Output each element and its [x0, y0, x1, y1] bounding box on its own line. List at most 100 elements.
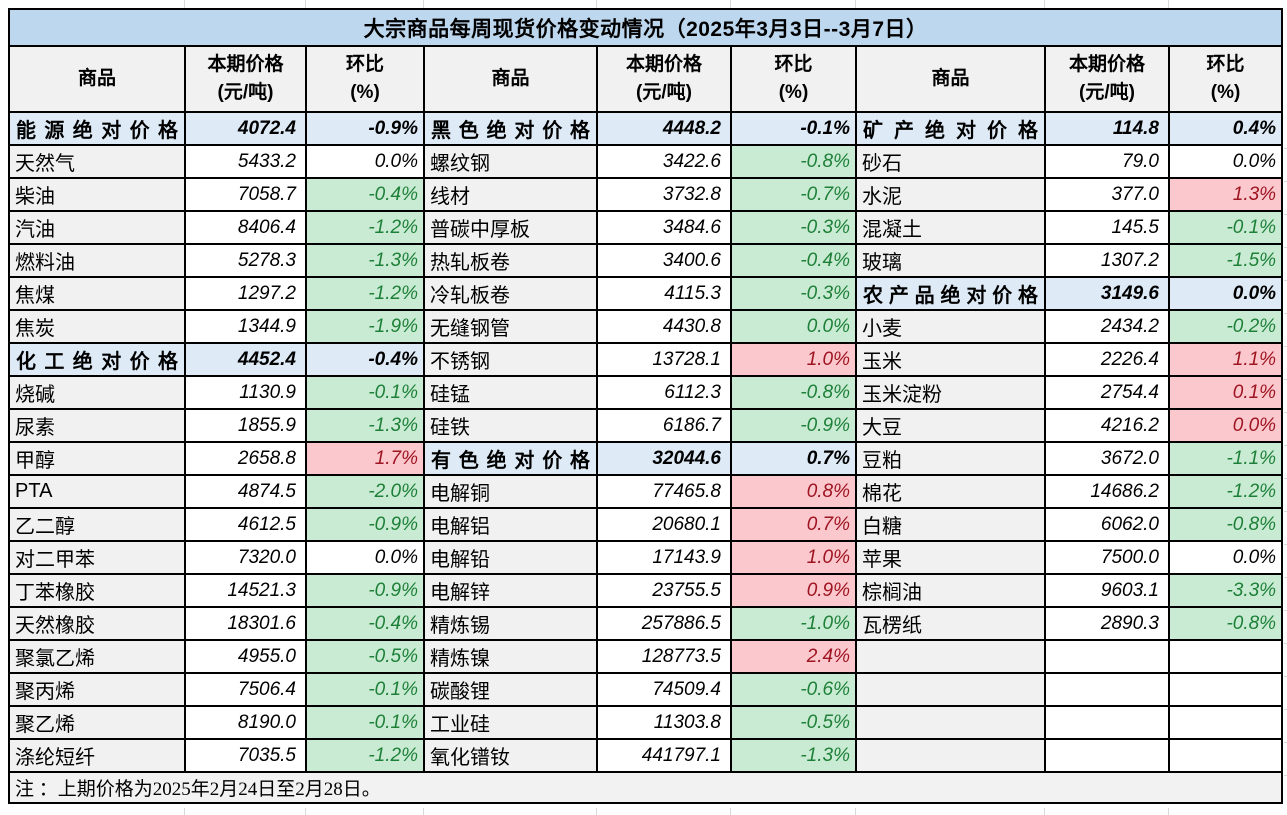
commodity-cell[interactable]: 电解锌 [423, 573, 598, 608]
commodity-cell[interactable]: 普碳中厚板 [423, 210, 598, 245]
commodity-cell[interactable]: 豆粕 [855, 441, 1046, 476]
commodity-cell[interactable]: 电解铅 [423, 540, 598, 575]
price-cell[interactable]: 257886.5 [596, 606, 732, 641]
commodity-cell[interactable]: 氧化镨钕 [423, 738, 598, 773]
pct-cell[interactable]: -0.9% [730, 408, 857, 443]
pct-cell[interactable] [1167, 705, 1284, 740]
price-cell[interactable]: 1130.9 [184, 375, 307, 410]
commodity-cell[interactable]: 小麦 [855, 309, 1046, 344]
section-name-cell[interactable]: 有色绝对价格 [423, 441, 598, 476]
column-header-commodity[interactable]: 商品 [855, 45, 1046, 113]
price-cell[interactable]: 441797.1 [596, 738, 732, 773]
pct-cell[interactable]: -0.9% [305, 507, 425, 542]
pct-cell[interactable]: -0.7% [730, 177, 857, 212]
commodity-cell[interactable]: 工业硅 [423, 705, 598, 740]
price-cell[interactable]: 9603.1 [1044, 573, 1170, 608]
commodity-cell[interactable]: 丁苯橡胶 [8, 573, 186, 608]
price-cell[interactable]: 4874.5 [184, 474, 307, 509]
pct-cell[interactable]: -1.1% [1167, 441, 1284, 476]
commodity-cell[interactable]: 大豆 [855, 408, 1046, 443]
pct-cell[interactable]: -0.8% [730, 375, 857, 410]
price-cell[interactable]: 2434.2 [1044, 309, 1170, 344]
price-cell[interactable]: 7500.0 [1044, 540, 1170, 575]
price-cell[interactable]: 6112.3 [596, 375, 732, 410]
pct-cell[interactable]: 0.1% [1167, 375, 1284, 410]
price-cell[interactable] [1044, 672, 1170, 707]
commodity-cell[interactable]: 柴油 [8, 177, 186, 212]
price-cell[interactable]: 4115.3 [596, 276, 732, 311]
price-cell[interactable]: 79.0 [1044, 144, 1170, 179]
price-cell[interactable]: 6186.7 [596, 408, 732, 443]
pct-cell[interactable]: -1.3% [305, 408, 425, 443]
pct-cell[interactable]: 0.0% [1167, 144, 1284, 179]
section-name-cell[interactable]: 矿产绝对价格 [855, 111, 1046, 146]
commodity-cell[interactable]: 尿素 [8, 408, 186, 443]
column-header-price[interactable]: 本期价格 (元/吨) [596, 45, 732, 113]
pct-cell[interactable]: -0.1% [730, 111, 857, 146]
commodity-cell[interactable]: 焦炭 [8, 309, 186, 344]
column-header-commodity[interactable]: 商品 [8, 45, 186, 113]
pct-cell[interactable]: -2.0% [305, 474, 425, 509]
commodity-cell[interactable]: 线材 [423, 177, 598, 212]
commodity-cell[interactable]: 涤纶短纤 [8, 738, 186, 773]
commodity-cell[interactable]: 玉米 [855, 342, 1046, 377]
pct-cell[interactable]: 0.0% [1167, 408, 1284, 443]
price-cell[interactable]: 3400.6 [596, 243, 732, 278]
commodity-cell[interactable]: 电解铜 [423, 474, 598, 509]
price-cell[interactable]: 7320.0 [184, 540, 307, 575]
commodity-cell[interactable]: 白糖 [855, 507, 1046, 542]
price-cell[interactable]: 8190.0 [184, 705, 307, 740]
pct-cell[interactable]: 0.7% [730, 507, 857, 542]
column-header-pct[interactable]: 环比 (%) [730, 45, 857, 113]
pct-cell[interactable]: -0.1% [305, 705, 425, 740]
commodity-cell[interactable]: 碳酸锂 [423, 672, 598, 707]
price-cell[interactable] [1044, 705, 1170, 740]
pct-cell[interactable]: 0.9% [730, 573, 857, 608]
price-cell[interactable]: 128773.5 [596, 639, 732, 674]
price-cell[interactable]: 3484.6 [596, 210, 732, 245]
pct-cell[interactable]: 0.0% [305, 540, 425, 575]
pct-cell[interactable]: -0.1% [1167, 210, 1284, 245]
commodity-cell[interactable] [855, 705, 1046, 740]
price-cell[interactable]: 3422.6 [596, 144, 732, 179]
commodity-cell[interactable]: 玻璃 [855, 243, 1046, 278]
price-cell[interactable]: 3672.0 [1044, 441, 1170, 476]
pct-cell[interactable]: -0.5% [730, 705, 857, 740]
pct-cell[interactable]: -0.2% [1167, 309, 1284, 344]
price-cell[interactable] [1044, 639, 1170, 674]
pct-cell[interactable]: 1.1% [1167, 342, 1284, 377]
commodity-cell[interactable]: 瓦楞纸 [855, 606, 1046, 641]
price-cell[interactable] [1044, 738, 1170, 773]
column-header-price[interactable]: 本期价格 (元/吨) [1044, 45, 1170, 113]
pct-cell[interactable]: -0.3% [730, 276, 857, 311]
commodity-cell[interactable]: 苹果 [855, 540, 1046, 575]
price-cell[interactable]: 77465.8 [596, 474, 732, 509]
price-cell[interactable]: 2658.8 [184, 441, 307, 476]
pct-cell[interactable]: -0.9% [305, 111, 425, 146]
price-cell[interactable]: 17143.9 [596, 540, 732, 575]
price-cell[interactable]: 2754.4 [1044, 375, 1170, 410]
commodity-cell[interactable]: 螺纹钢 [423, 144, 598, 179]
section-name-cell[interactable]: 化工绝对价格 [8, 342, 186, 377]
pct-cell[interactable]: -1.2% [305, 738, 425, 773]
price-cell[interactable]: 14521.3 [184, 573, 307, 608]
price-cell[interactable]: 114.8 [1044, 111, 1170, 146]
pct-cell[interactable]: -1.2% [305, 210, 425, 245]
price-cell[interactable]: 7506.4 [184, 672, 307, 707]
price-cell[interactable]: 377.0 [1044, 177, 1170, 212]
price-cell[interactable]: 145.5 [1044, 210, 1170, 245]
commodity-cell[interactable]: 甲醇 [8, 441, 186, 476]
price-cell[interactable]: 3732.8 [596, 177, 732, 212]
commodity-cell[interactable]: 聚乙烯 [8, 705, 186, 740]
price-cell[interactable]: 4216.2 [1044, 408, 1170, 443]
pct-cell[interactable]: 2.4% [730, 639, 857, 674]
price-cell[interactable]: 6062.0 [1044, 507, 1170, 542]
pct-cell[interactable]: 0.8% [730, 474, 857, 509]
pct-cell[interactable]: -0.8% [1167, 507, 1284, 542]
price-cell[interactable]: 7058.7 [184, 177, 307, 212]
price-cell[interactable]: 1344.9 [184, 309, 307, 344]
commodity-cell[interactable]: 乙二醇 [8, 507, 186, 542]
commodity-cell[interactable]: 对二甲苯 [8, 540, 186, 575]
commodity-cell[interactable]: 无缝钢管 [423, 309, 598, 344]
section-name-cell[interactable]: 黑色绝对价格 [423, 111, 598, 146]
